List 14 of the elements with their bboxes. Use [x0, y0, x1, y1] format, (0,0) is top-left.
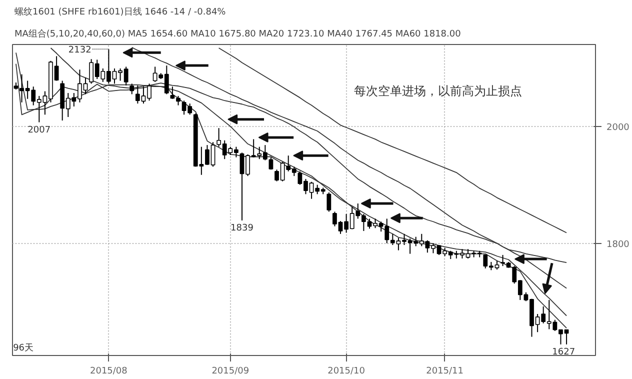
annotation: 1839 — [230, 223, 254, 234]
annotation: 2132 — [68, 46, 92, 56]
y-tick-label: 2000 — [606, 122, 630, 133]
x-tick-label: 2015/09 — [212, 366, 250, 376]
x-tick-label: 2015/11 — [426, 366, 464, 376]
chart-title: 螺纹1601 (SHFE rb1601)日线 1646 -14 / -0.84% — [14, 6, 226, 18]
x-tick-label: 2015/08 — [90, 366, 128, 376]
annotation: 2007 — [28, 125, 51, 136]
annotation: 每次空单进场，以前高为止损点 — [354, 84, 522, 98]
annotation: 96天 — [13, 342, 34, 354]
x-tick-label: 2015/10 — [328, 366, 366, 376]
y-tick-label: 1800 — [606, 240, 630, 250]
chart-subtitle: MA组合(5,10,20,40,60,0) MA5 1654.60 MA10 1675.80 MA20 1723.10 MA40 1767.45 MA60 1818.00 — [14, 28, 462, 40]
annotation: 1627 — [552, 347, 576, 358]
